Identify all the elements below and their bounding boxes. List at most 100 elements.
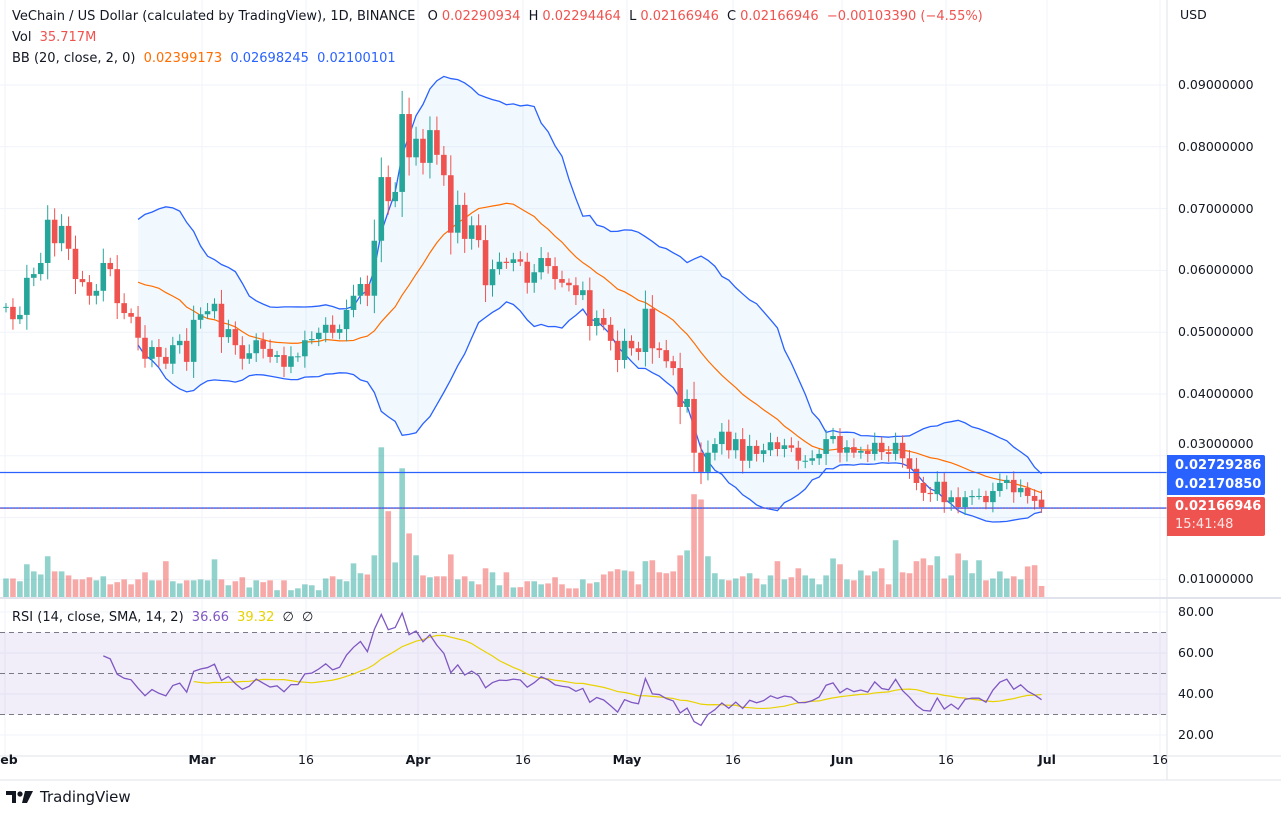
candle: [37, 252, 44, 281]
candle-body: [86, 282, 93, 296]
candle: [343, 299, 350, 342]
volume-bar: [726, 580, 732, 597]
candle-body: [343, 309, 350, 330]
volume-bar: [580, 579, 586, 597]
volume-bar: [983, 580, 989, 597]
volume-bar: [475, 584, 482, 597]
candle-body: [357, 283, 364, 296]
volume-bar: [955, 553, 961, 597]
symbol-title[interactable]: VeChain / US Dollar (calculated by Tradi…: [12, 9, 416, 24]
volume-bar: [322, 578, 329, 597]
volume-bar: [844, 579, 850, 597]
candle-body: [913, 468, 920, 483]
open-value: 0.02290934: [441, 9, 521, 24]
candle-body: [976, 495, 982, 497]
volume-bar: [865, 575, 871, 597]
candle: [378, 157, 385, 263]
volume-bar: [72, 579, 79, 597]
candle: [86, 275, 93, 305]
candle: [100, 248, 107, 302]
tradingview-logo[interactable]: TradingView: [6, 788, 131, 806]
candle-body: [878, 442, 885, 453]
volume-bar: [288, 590, 294, 597]
price-tick-label: 0.03000000: [1178, 436, 1254, 451]
time-tick-label: Apr: [405, 752, 431, 767]
volume-bar: [211, 559, 218, 597]
candle-body: [454, 204, 461, 233]
candle: [858, 446, 864, 459]
candle: [663, 339, 670, 368]
candle-body: [830, 436, 836, 440]
close-value: 0.02166946: [740, 9, 819, 24]
candle: [656, 342, 663, 359]
candle: [802, 455, 809, 469]
volume-bar: [712, 573, 718, 597]
candle-body: [31, 274, 37, 278]
candles: [3, 90, 1045, 516]
rsi-label[interactable]: RSI (14, close, SMA, 14, 2): [12, 610, 184, 625]
volume-bar: [427, 577, 433, 597]
open-label: O: [427, 9, 438, 24]
candle-body: [253, 340, 259, 354]
volume-bar: [142, 572, 148, 597]
candle-body: [670, 361, 676, 369]
candle: [267, 339, 273, 363]
volume-bar: [670, 571, 676, 597]
volume-bar: [1038, 585, 1045, 597]
candle-body: [315, 332, 322, 339]
candle-body: [427, 130, 433, 163]
volume-label[interactable]: Vol: [12, 30, 32, 45]
candle-body: [934, 481, 941, 495]
candle: [163, 347, 169, 370]
candle-body: [107, 262, 114, 270]
currency-label[interactable]: USD: [1180, 7, 1207, 22]
candle: [197, 307, 204, 329]
candle: [684, 389, 690, 413]
candle: [809, 450, 815, 466]
candle-body: [739, 439, 746, 461]
volume-bar: [170, 581, 176, 597]
candle: [399, 90, 405, 217]
candle-body: [309, 338, 315, 341]
bb-upper-line: [137, 75, 1042, 475]
candle-body: [712, 444, 718, 453]
candle: [719, 423, 725, 455]
candle: [892, 432, 899, 461]
volume-bar: [309, 585, 315, 597]
volume-bar: [559, 584, 565, 597]
candle-body: [753, 445, 760, 454]
volume-bar: [79, 579, 86, 597]
candle-body: [698, 452, 704, 472]
candle-body: [899, 442, 906, 459]
candle-body: [448, 175, 454, 233]
horizontal-lines[interactable]: [0, 471, 1167, 509]
candle-body: [413, 138, 419, 158]
candle: [726, 419, 732, 459]
bb-label[interactable]: BB (20, close, 2, 0): [12, 51, 136, 66]
bb-legend: BB (20, close, 2, 0) 0.02399173 0.026982…: [12, 51, 400, 66]
volume-bar: [31, 571, 37, 597]
candle-body: [44, 219, 51, 263]
volume-bar: [364, 574, 371, 597]
volume-bar: [239, 577, 246, 597]
candle: [385, 165, 392, 215]
bar-countdown: 15:41:48: [1175, 517, 1234, 532]
volume-bar: [851, 580, 857, 597]
change-value: −0.00103390 (−4.55%): [826, 9, 983, 24]
candle-body: [990, 491, 996, 503]
high-value: 0.02294464: [542, 9, 621, 24]
candle-body: [635, 348, 642, 352]
candle: [997, 473, 1003, 497]
candle-body: [906, 458, 913, 469]
candle-body: [350, 295, 357, 310]
candle: [503, 257, 510, 269]
volume-bar: [677, 555, 683, 597]
candle-body: [614, 340, 621, 361]
candle: [1010, 471, 1017, 503]
candle: [906, 450, 913, 479]
volume-bar: [795, 568, 802, 597]
candle: [371, 219, 378, 314]
candle-body: [434, 130, 440, 155]
candle: [614, 330, 621, 373]
